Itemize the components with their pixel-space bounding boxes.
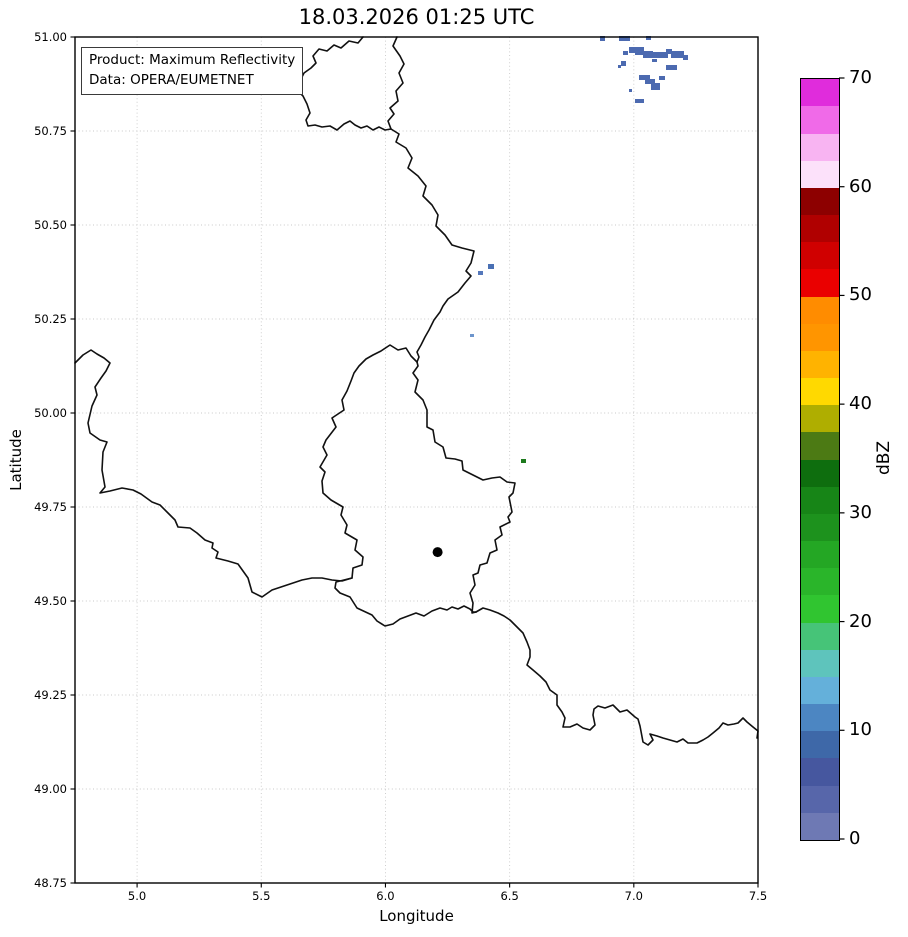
radar-cell: [651, 83, 660, 90]
colorbar-segment: [801, 432, 839, 460]
x-axis-label: Longitude: [379, 907, 454, 925]
colorbar-unit-label: dBZ: [874, 440, 894, 476]
country-border: [319, 344, 477, 627]
colorbar-segment: [801, 568, 839, 596]
y-tick-label: 50.00: [34, 406, 67, 420]
colorbar-segment: [801, 405, 839, 433]
radar-cell: [621, 61, 626, 66]
x-tick-label: 7.0: [624, 889, 643, 903]
colorbar-tick-label: 0: [849, 828, 861, 849]
colorbar-segment: [801, 513, 839, 542]
radar-cell: [666, 65, 677, 70]
colorbar-tick-label: 70: [849, 67, 872, 88]
colorbar: [800, 78, 840, 841]
y-tick-label: 50.25: [34, 312, 67, 326]
colorbar-segment: [801, 215, 839, 243]
x-tick-label: 6.5: [500, 889, 519, 903]
radar-cell: [645, 79, 655, 84]
radar-cell: [639, 75, 650, 80]
colorbar-segment: [801, 269, 839, 297]
colorbar-tick-label: 40: [849, 393, 872, 415]
colorbar-segment: [801, 79, 839, 107]
radar-cell: [629, 47, 636, 53]
radar-cell: [470, 334, 474, 337]
x-tick-label: 5.0: [127, 889, 147, 903]
x-tick-label: 5.5: [252, 889, 271, 903]
colorbar-tick-label: 20: [849, 610, 872, 632]
radar-cell: [683, 55, 688, 60]
radar-cell: [488, 264, 494, 269]
colorbar-tick-label: 60: [849, 175, 872, 197]
country-border: [297, 36, 392, 131]
radar-cell: [618, 65, 621, 68]
y-tick-label: 49.75: [34, 500, 67, 514]
y-tick-label: 50.50: [34, 218, 67, 232]
colorbar-segment: [801, 106, 839, 134]
country-border: [412, 361, 516, 614]
colorbar-segment: [801, 323, 839, 351]
x-tick-label: 7.5: [748, 889, 768, 903]
colorbar-segment: [801, 704, 839, 732]
radar-cell: [629, 89, 632, 92]
colorbar-segment: [801, 541, 839, 569]
colorbar-segment: [801, 595, 839, 623]
colorbar-segment: [801, 350, 839, 379]
x-tick-label: 6.0: [376, 889, 395, 903]
radar-cell: [652, 59, 657, 62]
colorbar-tick-label: 10: [849, 719, 872, 741]
radar-cell: [619, 36, 630, 41]
colorbar-segment: [801, 187, 839, 216]
colorbar-segment: [801, 676, 839, 705]
plot-frame: [74, 36, 759, 884]
country-border: [390, 128, 475, 363]
radar-cell: [521, 459, 526, 463]
radar-cell: [666, 49, 672, 54]
radar-cell: [600, 36, 605, 41]
y-tick-label: 48.75: [34, 876, 67, 890]
radar-cell: [635, 47, 644, 55]
colorbar-segment: [801, 785, 839, 813]
product-info-box: Product: Maximum Reflectivity Data: OPER…: [81, 47, 304, 95]
radar-cell: [643, 51, 653, 58]
colorbar-segment: [801, 242, 839, 270]
y-tick-label: 49.00: [34, 782, 67, 796]
colorbar-segment: [801, 758, 839, 786]
colorbar-segment: [801, 378, 839, 406]
radar-cell: [623, 51, 628, 55]
product-line: Product: Maximum Reflectivity: [89, 52, 296, 68]
y-tick-label: 49.50: [34, 594, 67, 608]
colorbar-segment: [801, 731, 839, 759]
radar-cell: [646, 36, 651, 40]
radar-cell: [659, 76, 665, 80]
radar-cell: [653, 52, 668, 58]
radar-cell: [671, 51, 684, 58]
y-tick-label: 50.75: [34, 124, 67, 138]
radar-cell: [635, 99, 644, 103]
colorbar-segment: [801, 160, 839, 188]
colorbar-tick-label: 50: [849, 284, 872, 306]
country-border: [475, 607, 759, 746]
country-border: [387, 36, 405, 130]
colorbar-segment: [801, 812, 839, 840]
y-tick-label: 49.25: [34, 688, 67, 702]
plot-title: 18.03.2026 01:25 UTC: [298, 5, 535, 29]
colorbar-segment: [801, 133, 839, 161]
colorbar-segment: [801, 486, 839, 514]
station-marker: [432, 547, 443, 558]
y-axis-label: Latitude: [7, 429, 25, 491]
data-source-line: Data: OPERA/EUMETNET: [89, 72, 254, 89]
country-border: [74, 349, 353, 598]
colorbar-tick-label: 30: [849, 501, 872, 523]
colorbar-segment: [801, 649, 839, 677]
y-tick-label: 51.00: [34, 30, 67, 44]
colorbar-segment: [801, 459, 839, 487]
radar-cell: [478, 271, 483, 275]
colorbar-segment: [801, 296, 839, 324]
colorbar-segment: [801, 622, 839, 650]
